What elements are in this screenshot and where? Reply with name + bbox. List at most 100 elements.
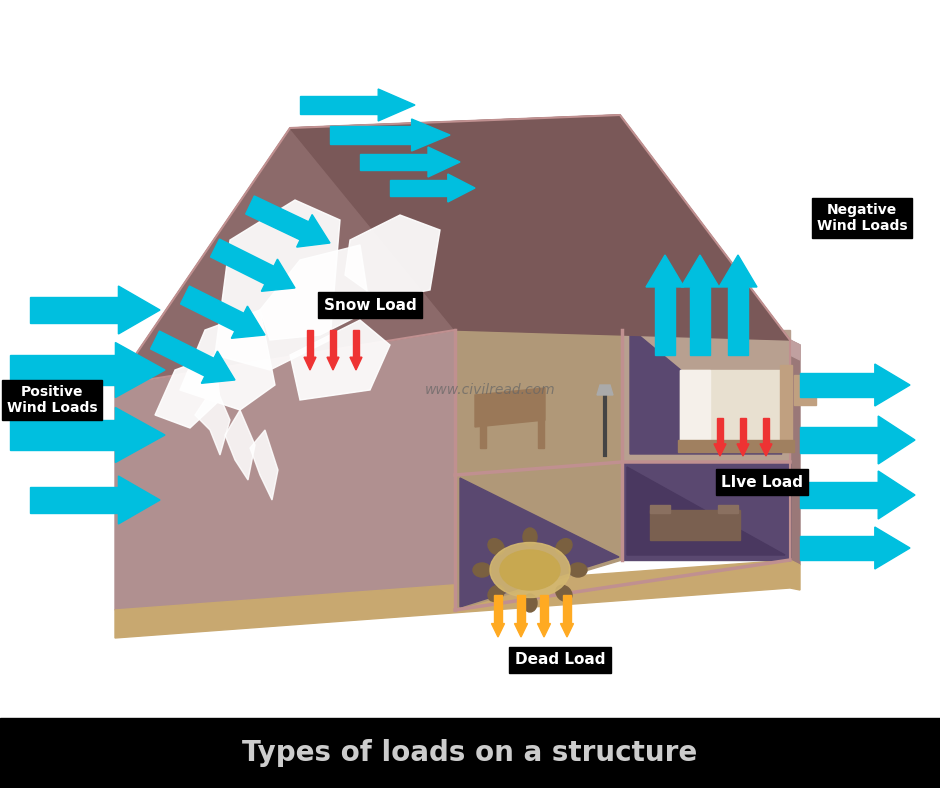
- Polygon shape: [360, 154, 428, 170]
- Polygon shape: [630, 328, 782, 454]
- Ellipse shape: [488, 539, 504, 555]
- Ellipse shape: [556, 539, 572, 555]
- Polygon shape: [304, 357, 316, 370]
- Polygon shape: [627, 467, 785, 555]
- Polygon shape: [681, 255, 719, 287]
- Polygon shape: [790, 340, 800, 360]
- Polygon shape: [878, 471, 915, 519]
- Ellipse shape: [523, 594, 537, 612]
- Text: www.civilread.com: www.civilread.com: [425, 383, 556, 397]
- Bar: [680, 370, 710, 440]
- Polygon shape: [330, 126, 412, 143]
- Ellipse shape: [556, 585, 572, 601]
- Bar: [480, 420, 486, 448]
- Polygon shape: [115, 560, 800, 638]
- Text: Positive
Wind Loads: Positive Wind Loads: [7, 385, 98, 415]
- Polygon shape: [716, 418, 723, 444]
- Polygon shape: [378, 89, 415, 121]
- Polygon shape: [654, 287, 676, 355]
- Polygon shape: [690, 287, 711, 355]
- Polygon shape: [622, 330, 790, 462]
- Polygon shape: [728, 287, 748, 355]
- Bar: [0, 718, 940, 788]
- Polygon shape: [115, 330, 455, 610]
- Polygon shape: [345, 215, 440, 300]
- Polygon shape: [646, 255, 684, 287]
- Bar: [718, 505, 738, 513]
- Polygon shape: [475, 388, 545, 427]
- Text: Types of loads on a structure: Types of loads on a structure: [243, 739, 697, 767]
- Polygon shape: [118, 286, 160, 334]
- Polygon shape: [800, 374, 875, 396]
- Polygon shape: [350, 357, 362, 370]
- Bar: [678, 440, 794, 452]
- Polygon shape: [800, 427, 878, 453]
- Polygon shape: [492, 623, 505, 637]
- Polygon shape: [290, 320, 390, 400]
- Polygon shape: [878, 416, 915, 464]
- Polygon shape: [875, 527, 910, 569]
- Ellipse shape: [569, 563, 587, 577]
- Polygon shape: [800, 481, 878, 508]
- Polygon shape: [737, 444, 749, 456]
- Polygon shape: [760, 444, 772, 456]
- Polygon shape: [460, 478, 619, 607]
- Polygon shape: [250, 430, 278, 500]
- Polygon shape: [327, 357, 339, 370]
- Polygon shape: [563, 595, 571, 623]
- Polygon shape: [300, 96, 378, 113]
- Polygon shape: [195, 385, 230, 455]
- Polygon shape: [622, 462, 790, 560]
- Polygon shape: [290, 115, 790, 340]
- Polygon shape: [116, 407, 165, 463]
- Polygon shape: [10, 355, 116, 385]
- Polygon shape: [790, 340, 800, 565]
- Ellipse shape: [523, 528, 537, 546]
- Polygon shape: [118, 476, 160, 524]
- Polygon shape: [514, 623, 527, 637]
- Text: Dead Load: Dead Load: [515, 652, 605, 667]
- Polygon shape: [150, 331, 235, 383]
- Polygon shape: [494, 595, 502, 623]
- Polygon shape: [517, 595, 525, 623]
- Polygon shape: [180, 310, 275, 410]
- Polygon shape: [538, 623, 551, 637]
- Polygon shape: [225, 410, 255, 480]
- Polygon shape: [10, 420, 116, 450]
- Polygon shape: [215, 200, 340, 370]
- Bar: [538, 420, 544, 448]
- Polygon shape: [30, 297, 118, 323]
- Text: Negative
Wind Loads: Negative Wind Loads: [817, 203, 907, 233]
- Text: LIve Load: LIve Load: [721, 474, 803, 489]
- Polygon shape: [352, 330, 359, 357]
- Polygon shape: [800, 537, 875, 559]
- Polygon shape: [428, 147, 460, 177]
- Polygon shape: [762, 418, 769, 444]
- Polygon shape: [180, 286, 265, 338]
- Polygon shape: [116, 343, 165, 397]
- Bar: [680, 370, 780, 440]
- Polygon shape: [719, 255, 757, 287]
- Polygon shape: [447, 174, 475, 202]
- Ellipse shape: [490, 542, 570, 597]
- Bar: [780, 365, 792, 445]
- Polygon shape: [211, 239, 295, 292]
- Bar: [650, 505, 670, 513]
- Polygon shape: [875, 364, 910, 406]
- Polygon shape: [540, 595, 548, 623]
- Polygon shape: [30, 487, 118, 513]
- Polygon shape: [455, 330, 622, 475]
- Polygon shape: [597, 385, 613, 395]
- Polygon shape: [412, 119, 450, 151]
- Polygon shape: [455, 462, 622, 610]
- Polygon shape: [390, 180, 447, 195]
- Polygon shape: [155, 355, 220, 428]
- Polygon shape: [115, 115, 620, 385]
- Polygon shape: [560, 623, 573, 637]
- Text: Snow Load: Snow Load: [323, 298, 416, 313]
- Polygon shape: [714, 444, 726, 456]
- Bar: [794, 375, 816, 405]
- Polygon shape: [740, 418, 746, 444]
- Polygon shape: [330, 330, 337, 357]
- Ellipse shape: [473, 563, 491, 577]
